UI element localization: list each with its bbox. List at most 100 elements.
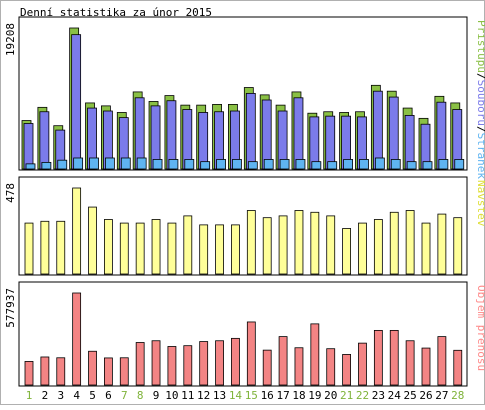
bar-objem-2 [40, 356, 50, 386]
chart-title: Denní statistika za únor 2015 [20, 6, 212, 19]
bar-objem-8 [135, 342, 145, 386]
bar-stranek-4 [73, 157, 84, 170]
bar-objem-4 [72, 292, 82, 386]
bar-navstev-28 [453, 217, 463, 275]
bar-navstev-14 [231, 224, 240, 275]
bar-navstev-3 [56, 220, 66, 275]
bar-navstev-5 [88, 206, 97, 275]
bar-souboru-27 [436, 101, 447, 170]
bar-navstev-22 [358, 222, 367, 275]
x-tick-label-day-26: 26 [419, 389, 432, 402]
bar-souboru-1 [23, 123, 34, 170]
bar-navstev-11 [183, 215, 193, 275]
bar-stranek-21 [343, 159, 354, 170]
bar-stranek-17 [279, 159, 290, 170]
x-tick-label-day-14: 14 [229, 389, 243, 402]
bar-navstev-1 [24, 222, 34, 275]
legend-entry: Stránek [475, 133, 485, 180]
bar-stranek-26 [422, 161, 433, 170]
bar-objem-28 [453, 349, 463, 386]
bar-stranek-11 [184, 159, 195, 170]
bar-stranek-13 [216, 159, 226, 170]
bar-stranek-7 [120, 157, 131, 170]
x-tick-label-day-13: 13 [213, 389, 226, 402]
bar-stranek-23 [374, 157, 385, 170]
panel-frame-1 [18, 16, 468, 171]
x-tick-label-day-10: 10 [165, 389, 178, 402]
bar-stranek-8 [136, 157, 147, 170]
bar-objem-18 [294, 347, 304, 386]
bar-objem-25 [405, 340, 415, 386]
x-tick-label-day-16: 16 [261, 389, 274, 402]
bar-navstev-27 [437, 213, 447, 275]
bar-objem-15 [246, 321, 256, 386]
bar-stranek-1 [25, 163, 36, 170]
y-max-label-3: 577937 [4, 288, 17, 328]
bar-objem-21 [342, 354, 352, 386]
bar-objem-23 [373, 329, 383, 386]
x-tick-label-day-12: 12 [197, 389, 210, 402]
bar-stranek-16 [263, 159, 274, 170]
bar-objem-19 [310, 323, 320, 386]
y-max-label-2: 478 [4, 183, 17, 203]
bar-stranek-3 [57, 159, 68, 170]
bar-souboru-2 [39, 111, 50, 170]
x-tick-label-day-27: 27 [435, 389, 448, 402]
x-tick-label-day-20: 20 [324, 389, 337, 402]
x-tick-label-day-15: 15 [245, 389, 258, 402]
bar-souboru-19 [309, 116, 320, 170]
x-tick-label-day-9: 9 [153, 389, 160, 402]
bar-stranek-9 [152, 159, 163, 170]
bar-souboru-25 [404, 115, 415, 170]
bar-souboru-15 [245, 92, 256, 170]
bar-objem-6 [104, 357, 113, 386]
bar-souboru-10 [166, 100, 177, 170]
bar-objem-3 [56, 357, 66, 386]
bar-objem-20 [326, 348, 336, 386]
x-tick-label-day-21: 21 [340, 389, 353, 402]
bar-navstev-7 [119, 222, 129, 275]
bar-objem-27 [437, 336, 447, 386]
bar-navstev-18 [294, 210, 304, 275]
x-tick-label-day-11: 11 [181, 389, 194, 402]
x-tick-label-day-3: 3 [57, 389, 64, 402]
x-tick-label-day-6: 6 [105, 389, 112, 402]
bar-objem-22 [358, 342, 367, 386]
bar-stranek-25 [406, 161, 417, 170]
bar-objem-1 [24, 361, 34, 386]
bar-navstev-24 [389, 211, 399, 275]
x-tick-label-day-28: 28 [451, 389, 464, 402]
bar-objem-16 [262, 349, 272, 386]
bar-stranek-19 [311, 161, 322, 170]
legend-separator: / [475, 126, 485, 133]
bar-navstev-21 [342, 228, 352, 275]
bar-souboru-24 [388, 96, 399, 170]
bar-navstev-16 [262, 217, 272, 275]
bar-stranek-2 [41, 161, 52, 170]
y-max-label-1: 19208 [4, 23, 17, 56]
x-tick-label-day-7: 7 [121, 389, 128, 402]
bar-objem-26 [421, 347, 431, 386]
bar-navstev-8 [135, 222, 145, 275]
bar-navstev-20 [326, 215, 336, 275]
x-tick-label-day-24: 24 [388, 389, 402, 402]
bar-navstev-4 [72, 187, 82, 275]
bar-navstev-12 [199, 224, 209, 275]
bar-stranek-28 [454, 159, 465, 170]
bar-stranek-22 [359, 159, 369, 170]
bar-navstev-13 [215, 224, 224, 275]
bar-stranek-14 [232, 159, 242, 170]
bar-souboru-4 [71, 34, 82, 170]
bar-objem-9 [151, 340, 161, 386]
bar-navstev-2 [40, 220, 50, 275]
panel-frame-3 [18, 281, 468, 387]
x-tick-label-day-8: 8 [137, 389, 144, 402]
bar-objem-7 [119, 357, 129, 386]
x-tick-label-day-19: 19 [308, 389, 321, 402]
bar-souboru-16 [261, 99, 272, 170]
x-tick-label-day-23: 23 [372, 389, 385, 402]
bar-stranek-24 [390, 159, 401, 170]
bar-navstev-26 [421, 222, 431, 275]
